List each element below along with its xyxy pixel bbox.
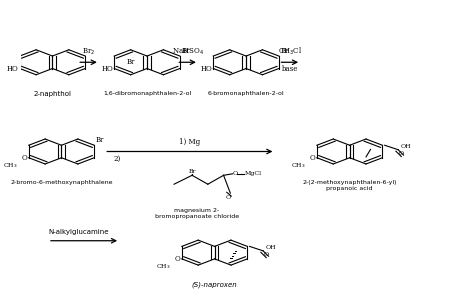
Text: Br: Br (96, 136, 104, 144)
Text: MgCl: MgCl (245, 171, 262, 176)
Text: 2-(2-methoxynaphthalen-6-yl)
propanoic acid: 2-(2-methoxynaphthalen-6-yl) propanoic a… (302, 180, 397, 191)
Text: CH$_3$: CH$_3$ (291, 161, 306, 170)
Text: OH: OH (265, 245, 276, 250)
Text: CH$_3$: CH$_3$ (3, 161, 18, 170)
Text: 6-bromonaphthalen-2-ol: 6-bromonaphthalen-2-ol (208, 91, 284, 96)
Text: Br: Br (188, 169, 196, 174)
Text: (S)-naproxen: (S)-naproxen (191, 281, 237, 288)
Text: HO: HO (7, 65, 18, 72)
Text: OH: OH (401, 144, 411, 149)
Text: O: O (232, 171, 237, 176)
Text: N-alkylglucamine: N-alkylglucamine (48, 229, 109, 235)
Text: O: O (226, 195, 231, 200)
Text: HO: HO (101, 65, 113, 72)
Text: Br: Br (280, 47, 289, 55)
Text: O: O (310, 154, 316, 162)
Text: HO: HO (200, 65, 212, 72)
Text: Br: Br (181, 47, 190, 55)
Text: 2-naphthol: 2-naphthol (34, 91, 72, 97)
Text: O: O (264, 252, 269, 257)
Text: magnesium 2-
bromopropanoate chloride: magnesium 2- bromopropanoate chloride (155, 208, 238, 219)
Text: CH$_3$: CH$_3$ (156, 262, 171, 271)
Text: 1,6-dibromonaphthalen-2-ol: 1,6-dibromonaphthalen-2-ol (103, 91, 191, 96)
Text: 2): 2) (113, 155, 120, 162)
Text: Br: Br (127, 58, 135, 65)
Text: O: O (22, 154, 27, 162)
Text: 2-bromo-6-methoxynaphthalene: 2-bromo-6-methoxynaphthalene (10, 180, 113, 185)
Text: O: O (175, 255, 181, 263)
Text: NaHSO$_4$: NaHSO$_4$ (172, 47, 203, 57)
Text: CH$_3$Cl: CH$_3$Cl (278, 46, 302, 57)
Text: 1) Mg: 1) Mg (179, 138, 201, 146)
Text: Br$_2$: Br$_2$ (82, 47, 95, 57)
Text: O: O (399, 151, 404, 156)
Text: base: base (282, 65, 298, 73)
